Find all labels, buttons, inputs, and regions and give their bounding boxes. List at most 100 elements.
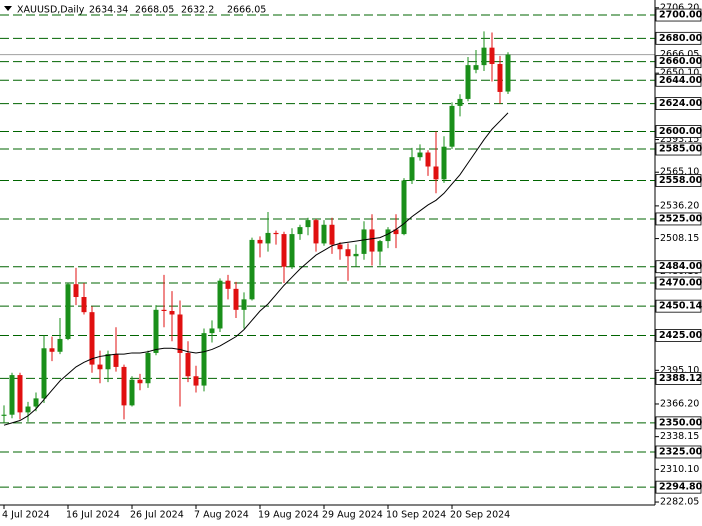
level-label-box (655, 55, 702, 69)
candle-body (393, 229, 399, 235)
candle-body (233, 288, 239, 310)
candle-body (385, 229, 391, 242)
candle-body (361, 229, 367, 254)
candle-body (289, 234, 295, 267)
level-label: 2660.00 (659, 56, 702, 67)
level-label: 2644.00 (659, 75, 702, 86)
candle-body (129, 379, 135, 406)
candle-body (305, 220, 311, 228)
symbol: XAUUSD,Daily (17, 5, 85, 16)
candle-body (185, 352, 191, 377)
dropdown-icon[interactable] (4, 6, 12, 11)
x-tick-label: 20 Sep 2024 (450, 510, 510, 521)
candle-body (265, 232, 271, 244)
y-tick-label: 2338.15 (660, 431, 699, 442)
candles (1, 31, 511, 426)
level-label: 2350.00 (659, 417, 702, 428)
current-price-label: 2666.05 (660, 49, 699, 60)
candle-body (321, 224, 327, 244)
candle-body (273, 232, 279, 235)
level-label: 2558.00 (659, 175, 702, 186)
x-tick-label: 29 Aug 2024 (322, 510, 383, 521)
candle-body (41, 348, 47, 399)
x-tick-label: 7 Aug 2024 (194, 510, 249, 521)
candle-body (329, 224, 335, 245)
candle-body (33, 398, 39, 407)
candle-body (121, 366, 127, 406)
candle-body (249, 239, 255, 300)
candle-body (257, 239, 263, 244)
candle-body (1, 414, 7, 416)
level-label-box (655, 97, 702, 110)
candle-body (97, 364, 103, 370)
y-tick-label: 2366.20 (660, 398, 699, 409)
candle-body (481, 47, 487, 66)
candle-body (409, 157, 415, 181)
y-tick-label: 2706.20 (660, 2, 699, 13)
level-label-box (655, 299, 702, 313)
candle-body (297, 227, 303, 235)
y-tick-label: 2282.05 (660, 497, 699, 508)
candle-body (497, 63, 503, 92)
candle-body (73, 284, 79, 298)
candle-body (161, 309, 167, 311)
candle-body (17, 375, 23, 413)
level-label: 2624.00 (659, 98, 702, 109)
level-label-box (655, 445, 702, 459)
level-label-box (655, 125, 702, 138)
candle-body (449, 105, 455, 147)
level-label: 2450.14 (659, 301, 702, 312)
candle-body (441, 146, 447, 180)
high: 2668.05 (135, 5, 174, 16)
y-tick-label: 2310.10 (660, 464, 699, 475)
level-label: 2484.00 (659, 261, 702, 272)
candle-body (89, 312, 95, 365)
level-label: 2325.00 (659, 446, 702, 457)
candle-body (105, 354, 111, 370)
candle-body (369, 229, 375, 252)
candle-body (465, 65, 471, 99)
level-label-box (655, 174, 702, 187)
candle-body (137, 379, 143, 384)
candle-body (505, 54, 511, 92)
candle-body (9, 375, 15, 415)
moving-average (3, 112, 509, 426)
y-tick-label: 2508.15 (660, 233, 699, 244)
candle-body (377, 241, 383, 252)
candle-body (225, 280, 231, 289)
level-label-box (655, 480, 702, 494)
level-label: 2700.00 (659, 10, 702, 21)
level-label-box (655, 142, 702, 156)
level-label: 2525.00 (659, 213, 702, 224)
y-tick-label: 2650.10 (660, 68, 699, 79)
candle-body (113, 354, 119, 367)
x-tick-label: 4 Jul 2024 (2, 510, 50, 521)
level-label: 2585.00 (659, 144, 702, 155)
y-tick-label: 2536.20 (660, 200, 699, 211)
level-label-box (655, 329, 702, 342)
low: 2632.2 (181, 5, 214, 16)
level-label: 2470.00 (659, 278, 702, 289)
candle-body (313, 220, 319, 244)
x-tick-label: 10 Sep 2024 (386, 510, 446, 521)
candle-body (177, 314, 183, 353)
level-label: 2294.80 (659, 482, 702, 493)
level-label-box (655, 212, 702, 226)
candle-body (489, 47, 495, 64)
candle-body (345, 249, 351, 257)
level-label-box (655, 416, 702, 430)
level-label-box (655, 31, 702, 45)
candle-body (57, 338, 63, 352)
candle-body (425, 152, 431, 167)
candle-body (337, 244, 343, 250)
candle-body (81, 297, 87, 313)
y-tick-label: 2395.10 (660, 365, 699, 376)
candle-body (473, 65, 479, 70)
candle-body (281, 234, 287, 267)
candle-body (217, 280, 223, 329)
candle-body (169, 310, 175, 315)
candle-body (457, 98, 463, 106)
open: 2634.34 (89, 5, 128, 16)
level-label-box (655, 73, 702, 87)
